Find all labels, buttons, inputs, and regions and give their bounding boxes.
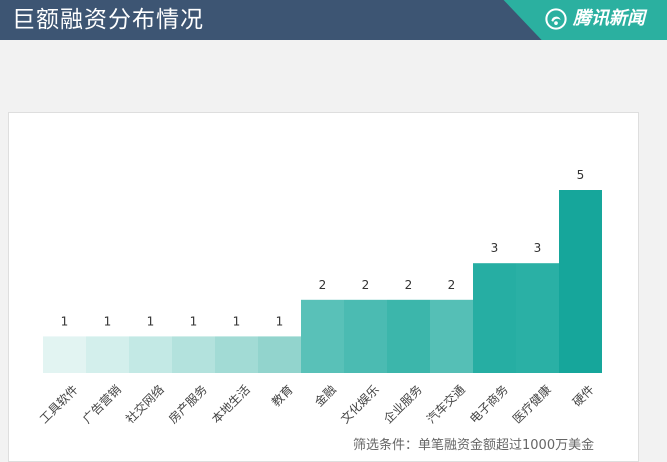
chart-panel: 1 工具软件 1 广告营销 1 社交网络 1 房产服务 1 本地生活 1 教育 2 金融 2 文化娱乐 2 企业服… <box>8 112 639 462</box>
value-label-本地生活: 1 <box>233 314 241 328</box>
bar-文化娱乐 <box>344 299 387 373</box>
bar-汽车交通 <box>430 299 473 373</box>
value-label-广告营销: 1 <box>104 314 112 328</box>
brand-name: 腾讯新闻 <box>573 8 645 29</box>
category-label-房产服务: 房产服务 <box>165 382 210 427</box>
value-label-汽车交通: 2 <box>448 278 456 292</box>
tencent-news-logo-icon <box>545 8 567 30</box>
page-title: 巨额融资分布情况 <box>12 7 204 33</box>
value-label-企业服务: 2 <box>405 278 413 292</box>
category-label-本地生活: 本地生活 <box>209 382 253 426</box>
bar-社交网络 <box>129 336 172 373</box>
value-label-工具软件: 1 <box>61 314 69 328</box>
bar-广告营销 <box>86 336 129 373</box>
bar-金融 <box>301 299 344 373</box>
category-label-电子商务: 电子商务 <box>466 382 511 427</box>
filter-footnote: 筛选条件：单笔融资金额超过1000万美金 <box>353 438 595 453</box>
category-label-教育: 教育 <box>268 382 296 410</box>
bar-硬件 <box>559 190 602 373</box>
category-label-汽车交通: 汽车交通 <box>423 382 468 427</box>
category-label-金融: 金融 <box>311 382 339 410</box>
value-label-文化娱乐: 2 <box>362 278 370 292</box>
category-label-社交网络: 社交网络 <box>122 382 167 427</box>
bar-本地生活 <box>215 336 258 373</box>
value-label-医疗健康: 3 <box>534 241 542 255</box>
value-label-电子商务: 3 <box>491 241 499 255</box>
category-label-工具软件: 工具软件 <box>37 382 81 426</box>
bar-企业服务 <box>387 299 430 373</box>
category-label-硬件: 硬件 <box>570 382 597 409</box>
brand: 腾讯新闻 <box>545 7 645 31</box>
category-label-文化娱乐: 文化娱乐 <box>337 382 382 427</box>
category-label-医疗健康: 医疗健康 <box>509 382 554 427</box>
header-bar: 巨额融资分布情况 腾讯新闻 <box>0 0 667 40</box>
category-label-企业服务: 企业服务 <box>380 382 425 427</box>
value-label-教育: 1 <box>276 314 284 328</box>
bar-房产服务 <box>172 336 215 373</box>
bar-教育 <box>258 336 301 373</box>
value-label-金融: 2 <box>319 278 327 292</box>
value-label-硬件: 5 <box>577 168 585 182</box>
bar-医疗健康 <box>516 263 559 373</box>
value-label-社交网络: 1 <box>147 314 155 328</box>
value-label-房产服务: 1 <box>190 314 198 328</box>
bar-电子商务 <box>473 263 516 373</box>
bar-工具软件 <box>43 336 86 373</box>
bar-chart: 1 工具软件 1 广告营销 1 社交网络 1 房产服务 1 本地生活 1 教育 2 金融 2 文化娱乐 2 企业服… <box>37 168 602 427</box>
category-label-广告营销: 广告营销 <box>80 382 124 426</box>
